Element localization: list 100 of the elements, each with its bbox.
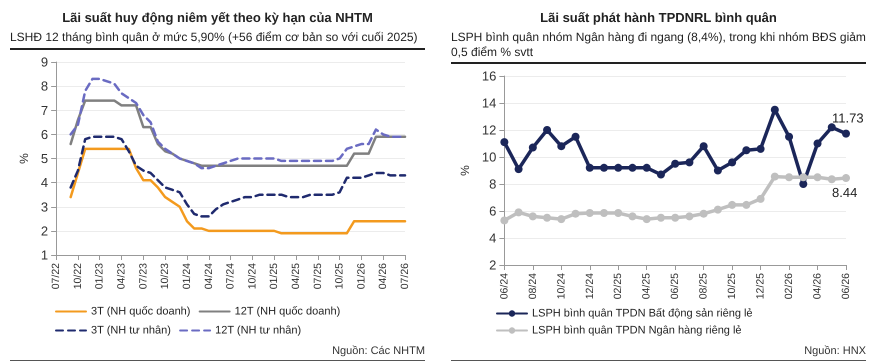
data-label: 8.44 <box>832 185 858 200</box>
x-tick-label: 04/25 <box>640 272 653 300</box>
point <box>685 158 694 166</box>
x-tick-label: 10/25 <box>334 262 346 290</box>
point <box>642 164 651 172</box>
y-tick-label: 9 <box>40 54 48 70</box>
y-tick-label: 6 <box>489 204 496 218</box>
point <box>586 209 594 218</box>
point <box>543 126 552 134</box>
y-tick-label: 1 <box>40 248 48 262</box>
point <box>700 210 708 218</box>
x-tick-label: 04/26 <box>812 272 824 300</box>
y-tick-label: 2 <box>40 223 48 238</box>
x-tick-label: 07/24 <box>224 262 237 290</box>
x-tick-label: 04/23 <box>116 262 128 290</box>
x-tick-label: 07/23 <box>137 262 150 290</box>
point <box>814 173 822 182</box>
x-tick-label: 07/22 <box>50 262 62 290</box>
point <box>514 165 523 174</box>
point <box>728 200 736 209</box>
point <box>714 166 722 174</box>
x-tick-label: 02/25 <box>612 272 624 300</box>
y-tick-label: 16 <box>482 68 496 84</box>
point <box>628 212 636 220</box>
y-tick-label: 5 <box>40 151 48 166</box>
text: Nguồn: Các NHTM <box>10 343 425 361</box>
x-tick-label: 08/25 <box>698 272 710 300</box>
point <box>785 132 794 141</box>
x-tick-label: 04/24 <box>202 262 215 290</box>
y-tick-label: 8 <box>489 176 496 192</box>
data-label: 11.73 <box>832 110 864 126</box>
line-series <box>69 136 406 218</box>
point <box>785 173 794 182</box>
point <box>528 144 537 152</box>
x-tick-label: 12/25 <box>754 272 767 300</box>
point <box>828 123 836 132</box>
point <box>828 175 836 184</box>
legend-label: 12T (NH tư nhân) <box>215 324 302 336</box>
y-tick-label: 4 <box>40 175 48 190</box>
point <box>628 164 636 172</box>
y-tick-label: 4 <box>489 230 496 246</box>
point <box>600 164 608 172</box>
legend-label: 3T (NH quốc doanh) <box>91 306 190 318</box>
legend-label: LSPH bình quân TPDN Bất động sản riêng lẻ <box>532 308 753 320</box>
point <box>842 174 850 182</box>
chart-title: Lãi suất phát hành TPDNRL bình quân <box>539 10 778 27</box>
y-tick-label: 12 <box>482 122 496 138</box>
legend-label: 3T (NH tư nhân) <box>91 324 171 336</box>
chart-subtitle: LSPH bình quân nhóm Ngân hàng đi ngang (8,4%), trong khi nhóm BĐS giảm 0,5 điểm % svtt <box>451 30 866 64</box>
point <box>543 214 552 222</box>
y-tick-label: 7 <box>40 102 48 118</box>
point <box>756 144 765 153</box>
point <box>614 209 622 218</box>
legend-label: LSPH bình quân TPDN Ngân hàng riêng lẻ <box>532 324 742 336</box>
y-axis-title: % <box>17 152 31 164</box>
point <box>770 172 779 181</box>
point <box>814 140 822 148</box>
x-tick-label: 06/26 <box>840 272 852 300</box>
point <box>656 214 665 222</box>
point <box>500 138 508 146</box>
x-tick-label: 06/24 <box>498 272 510 300</box>
chart-subtitle: LSHĐ 12 tháng bình quân ở mức 5,90% (+56 điểm cơ bản so với cuối 2025) <box>10 30 425 50</box>
y-tick-label: 10 <box>482 150 496 164</box>
point <box>714 206 722 214</box>
point <box>656 170 665 179</box>
x-tick-label: 10/23 <box>159 262 172 290</box>
point <box>572 210 580 218</box>
y-tick-label: 3 <box>40 199 48 214</box>
point <box>742 200 750 209</box>
point <box>671 160 680 168</box>
point <box>742 146 750 154</box>
point <box>642 215 651 224</box>
point <box>572 132 580 141</box>
x-tick-label: 10/22 <box>72 262 84 290</box>
chart-title: Lãi suất huy động niêm yết theo kỳ hạn của NHTM <box>61 10 374 27</box>
line-series <box>69 148 406 235</box>
x-tick-label: 07/26 <box>399 262 411 290</box>
x-tick-label: 08/24 <box>526 272 539 300</box>
x-tick-label: 07/25 <box>312 262 324 290</box>
x-tick-label: 01/24 <box>180 262 193 290</box>
point <box>528 212 537 220</box>
x-tick-label: 10/24 <box>555 272 568 300</box>
x-tick-label: 01/23 <box>94 262 106 290</box>
point <box>671 214 680 222</box>
x-tick-label: 04/26 <box>377 262 390 290</box>
x-tick-label: 02/26 <box>783 272 796 300</box>
x-tick-label: 01/26 <box>355 262 368 290</box>
point <box>842 130 850 138</box>
point <box>756 194 765 203</box>
point <box>700 142 708 150</box>
point <box>514 208 523 216</box>
y-tick-label: 6 <box>40 126 48 142</box>
point <box>557 142 566 150</box>
x-tick-label: 10/24 <box>246 262 258 290</box>
point <box>557 215 566 224</box>
point <box>614 164 622 172</box>
y-tick-label: 2 <box>489 258 496 272</box>
text: Nguồn: HNX <box>451 343 866 361</box>
x-tick-label: 04/25 <box>290 262 302 290</box>
x-tick-label: 10/25 <box>726 272 738 300</box>
